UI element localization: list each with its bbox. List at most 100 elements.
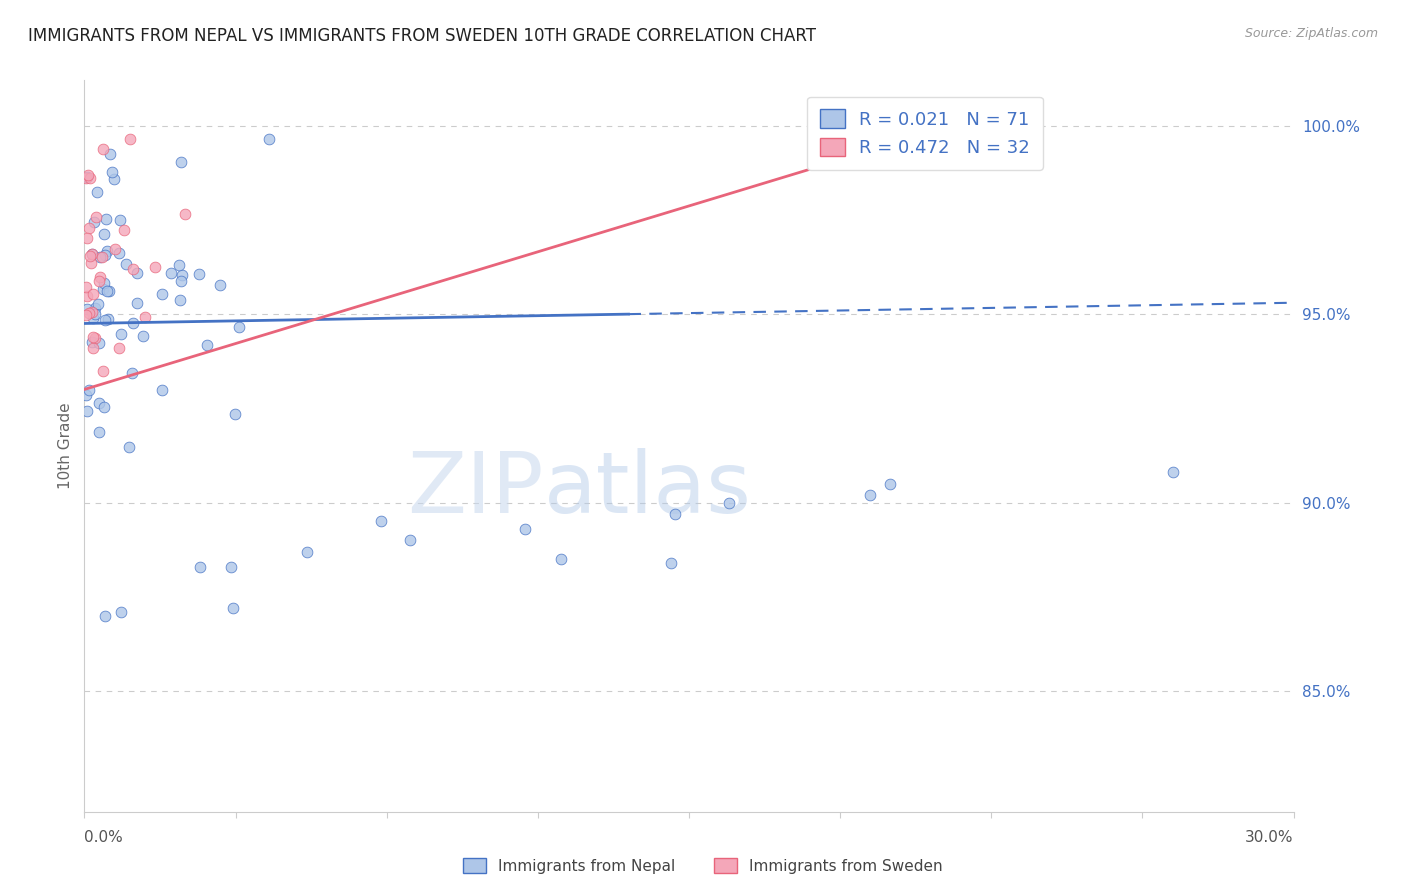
Point (94, 248, 117, 262)
Point (114, 257, 136, 271)
Legend: Immigrants from Nepal, Immigrants from Sweden: Immigrants from Nepal, Immigrants from S… (457, 852, 949, 880)
Point (93, 401, 115, 415)
Point (75, 170, 97, 185)
Point (103, 172, 125, 186)
Point (89, 396, 111, 410)
Point (79, 249, 101, 263)
Point (98, 146, 121, 161)
Point (89, 269, 111, 284)
Point (127, 266, 149, 280)
Point (84, 301, 107, 315)
Point (94, 211, 117, 226)
Point (84, 331, 107, 345)
Point (118, 132, 141, 146)
Point (76, 231, 98, 245)
Point (79, 170, 101, 185)
Point (188, 559, 211, 574)
Point (118, 440, 141, 454)
Point (75, 280, 97, 294)
Point (91, 363, 114, 377)
Point (967, 111, 990, 125)
Point (91, 143, 114, 157)
Point (97, 312, 120, 326)
Legend: R = 0.021   N = 71, R = 0.472   N = 32: R = 0.021 N = 71, R = 0.472 N = 32 (807, 96, 1043, 169)
Point (89, 250, 111, 264)
Point (122, 316, 145, 330)
Point (84, 210, 107, 224)
Point (104, 242, 127, 256)
Point (219, 559, 242, 574)
Point (134, 310, 156, 324)
Point (77, 383, 100, 397)
Point (122, 262, 145, 277)
Text: IMMIGRANTS FROM NEPAL VS IMMIGRANTS FROM SWEDEN 10TH GRADE CORRELATION CHART: IMMIGRANTS FROM NEPAL VS IMMIGRANTS FROM… (28, 27, 815, 45)
Point (208, 277, 231, 292)
Point (82, 287, 104, 301)
Point (75, 308, 97, 322)
Text: atlas: atlas (544, 449, 752, 532)
Point (197, 338, 219, 352)
Point (170, 268, 193, 283)
Point (76, 169, 98, 184)
Point (664, 507, 686, 521)
Point (159, 266, 181, 280)
Point (169, 293, 191, 308)
Point (513, 522, 536, 536)
Point (93, 312, 115, 326)
Point (150, 287, 173, 301)
Point (174, 207, 197, 221)
Point (169, 259, 191, 273)
Point (80, 247, 103, 261)
Point (76, 302, 98, 317)
Point (87, 296, 110, 310)
Point (170, 274, 193, 288)
Point (257, 132, 280, 146)
Point (150, 383, 173, 397)
Point (108, 342, 131, 356)
Point (132, 329, 155, 343)
Point (82, 247, 104, 261)
Point (83, 307, 105, 321)
Point (76, 289, 98, 303)
Point (77, 168, 100, 182)
Point (718, 495, 741, 509)
Point (125, 296, 148, 310)
Point (100, 164, 122, 178)
Point (121, 366, 143, 380)
Point (222, 601, 245, 615)
Point (76, 403, 98, 417)
Point (143, 260, 166, 274)
Point (82, 341, 104, 355)
Text: 30.0%: 30.0% (1246, 830, 1294, 845)
Point (89, 274, 111, 288)
Point (228, 320, 250, 334)
Y-axis label: 10th Grade: 10th Grade (58, 402, 73, 490)
Text: 0.0%: 0.0% (84, 830, 124, 845)
Point (82, 310, 104, 325)
Point (91, 282, 114, 296)
Point (94, 608, 117, 623)
Point (87, 425, 110, 439)
Text: Source: ZipAtlas.com: Source: ZipAtlas.com (1244, 27, 1378, 40)
Point (188, 267, 211, 281)
Point (659, 556, 682, 570)
Point (370, 515, 392, 529)
Point (112, 223, 135, 237)
Point (93, 276, 115, 290)
Point (90, 250, 112, 264)
Point (75, 388, 97, 402)
Point (110, 605, 132, 619)
Text: ZIP: ZIP (408, 449, 544, 532)
Point (96, 244, 118, 258)
Point (80, 334, 103, 349)
Point (93, 227, 115, 242)
Point (80, 256, 103, 270)
Point (108, 213, 131, 227)
Point (550, 552, 572, 566)
Point (98, 285, 121, 299)
Point (86, 185, 108, 199)
Point (83, 215, 105, 229)
Point (1161, 466, 1184, 480)
Point (82, 330, 104, 344)
Point (77, 306, 100, 320)
